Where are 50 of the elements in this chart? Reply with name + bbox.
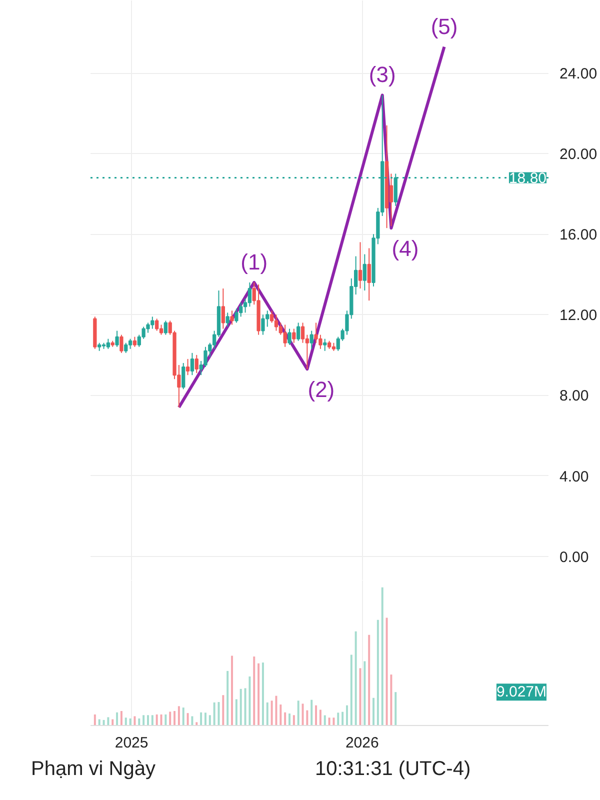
x-tick-label: 2025 [114, 734, 148, 752]
x-tick-label: 2026 [345, 734, 379, 752]
candlestick [261, 314, 265, 336]
candlestick [115, 330, 119, 348]
candlestick [288, 328, 292, 346]
candlestick [270, 310, 274, 324]
candlestick [323, 338, 327, 352]
candlestick [155, 318, 159, 332]
candlestick [367, 248, 371, 302]
candlestick [186, 358, 190, 376]
candlestick [124, 342, 128, 354]
candlestick [248, 282, 252, 308]
text: Phạm vi Ngày [31, 757, 156, 782]
candlestick [159, 324, 164, 336]
y-tick-label: 16.00 [560, 226, 598, 244]
candlestick [300, 322, 305, 344]
candlestick [120, 334, 124, 354]
candlestick [310, 330, 314, 350]
candlestick [132, 336, 137, 348]
candlestick [128, 338, 132, 350]
candlestick [190, 352, 194, 376]
candlestick [182, 362, 186, 390]
candlestick [164, 320, 168, 336]
candlestick [274, 314, 278, 332]
line-series [177, 45, 446, 409]
candlestick [194, 354, 198, 374]
candlestick [296, 322, 300, 342]
text: 10:31:31 (UTC-4) [315, 757, 471, 782]
ref-line-label: 18.80 [508, 170, 547, 188]
y-tick-label: 20.00 [560, 146, 598, 164]
candlestick [230, 310, 234, 326]
candlestick [221, 288, 225, 330]
candlestick [358, 242, 362, 289]
candlestick [106, 338, 110, 350]
candlestick [283, 324, 287, 348]
y-tick-label: 24.00 [560, 66, 598, 82]
candlestick [234, 308, 238, 324]
annotation: (1) [240, 249, 268, 274]
annotation: (4) [392, 236, 419, 262]
annotation: (5) [430, 14, 458, 39]
annotation: (2) [308, 377, 335, 402]
candlestick [226, 312, 230, 328]
candlestick [292, 328, 296, 344]
y-tick-label: 4.00 [560, 468, 589, 486]
y-tick-label: 0.00 [560, 548, 589, 566]
y-tick-label: 12.00 [560, 307, 598, 324]
y-tick-label: 8.00 [560, 388, 589, 405]
annotation: (3) [368, 62, 396, 88]
candlestick [362, 254, 366, 291]
annotation: 9.027M [496, 684, 547, 701]
